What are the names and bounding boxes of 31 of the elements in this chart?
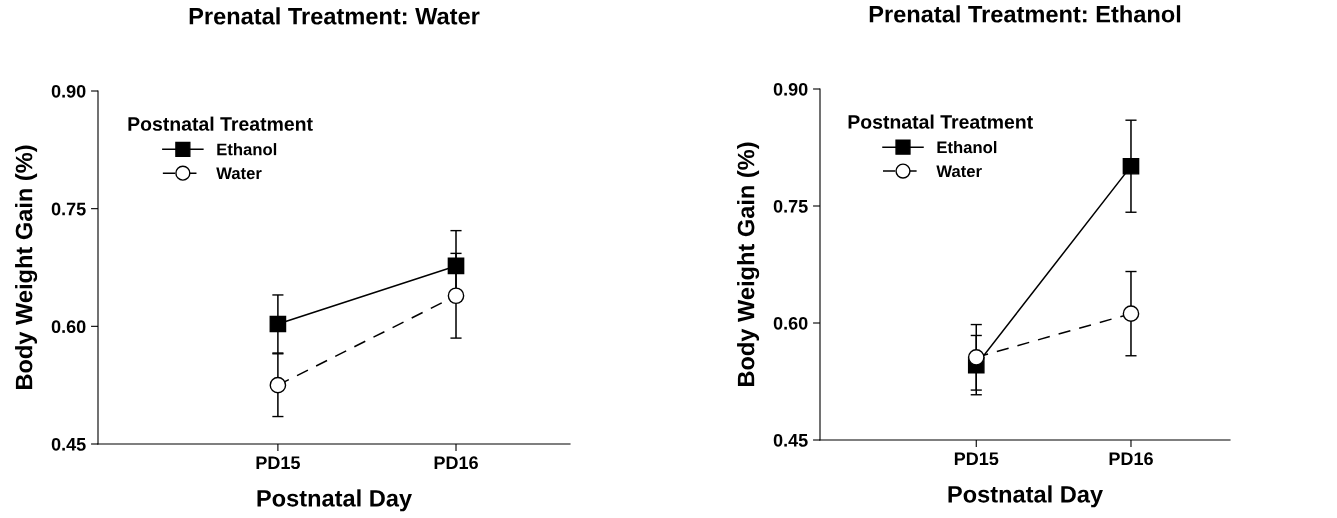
legend-label: Water [936,165,982,178]
point [1122,157,1140,175]
x-tick-label: PD15 [954,452,999,466]
y-tick-label: 0.90 [51,84,86,98]
legend-label: Ethanol [937,140,997,154]
y-axis-title: Body Weight Gain (%) [15,145,38,389]
chart-title: Prenatal Treatment: Ethanol [869,5,1181,23]
point [1122,305,1140,322]
x-axis-title: Postnatal Day [257,489,412,512]
point [967,348,985,366]
point [269,376,287,394]
chart-title: Prenatal Treatment: Water [189,7,480,25]
y-tick-label: 0.90 [773,82,808,96]
y-tick-label: 0.60 [773,316,808,330]
y-tick-label: 0.75 [51,202,86,216]
point [269,315,287,333]
x-tick-label: PD16 [434,456,478,470]
point [447,287,465,305]
legend-label: Water [216,167,262,180]
y-tick-label: 0.75 [773,199,808,213]
y-tick-label: 0.60 [51,320,86,334]
point [447,257,465,275]
legend-title: Postnatal Treatment [128,116,313,131]
legend-label: Ethanol [217,143,277,156]
x-tick-label: PD16 [1109,452,1153,466]
y-tick-label: 0.45 [773,433,808,447]
x-tick-label: PD15 [256,456,300,470]
legend-title: Postnatal Treatment [848,114,1033,129]
y-tick-label: 0.45 [51,437,86,451]
x-axis-title: Postnatal Day [948,485,1103,508]
y-axis-title: Body Weight Gain (%) [737,142,760,386]
